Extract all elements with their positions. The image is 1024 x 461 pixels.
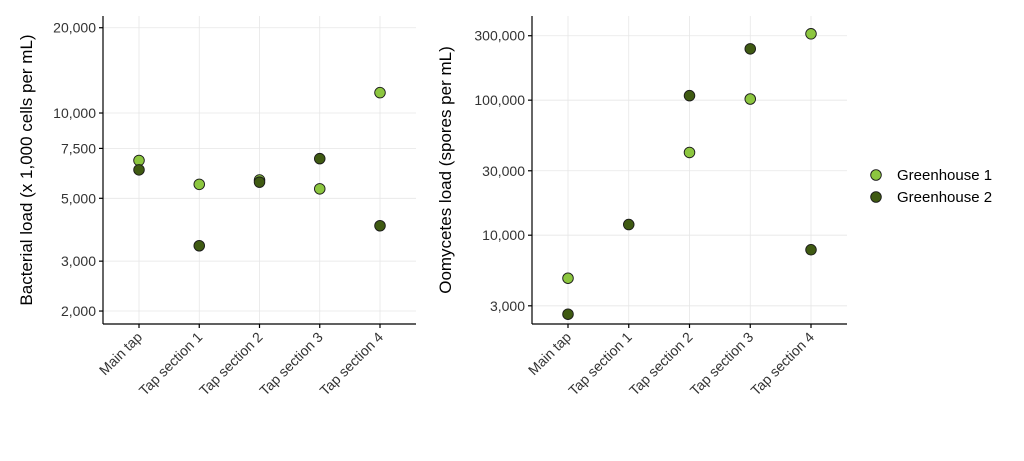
y-tick-label: 10,000: [53, 105, 96, 121]
y-tick-label: 7,500: [61, 140, 96, 156]
data-point: [314, 183, 326, 195]
data-point: [314, 152, 326, 165]
legend-marker: [870, 191, 882, 203]
y-axis-title: Bacterial load (x 1,000 cells per mL): [17, 34, 36, 305]
x-tick-label: Tap section 1: [136, 329, 206, 399]
x-tick-label: Tap section 4: [316, 329, 386, 399]
x-tick-label: Tap section 1: [565, 329, 635, 399]
data-point: [193, 178, 205, 191]
x-tick-label: Main tap: [96, 329, 145, 378]
data-point: [562, 272, 574, 284]
legend-marker: [870, 169, 882, 181]
data-point: [193, 239, 205, 252]
y-axis-title: Oomycetes load (spores per mL): [436, 46, 455, 294]
legend-label: Greenhouse 1: [897, 167, 992, 184]
y-tick-label: 3,000: [490, 298, 525, 314]
data-point: [374, 220, 386, 232]
x-tick-label: Tap section 3: [687, 329, 757, 399]
legend: Greenhouse 1 Greenhouse 2: [870, 167, 992, 206]
data-point: [562, 308, 574, 320]
x-tick-label: Tap section 4: [747, 329, 817, 399]
y-tick-label: 3,000: [61, 253, 96, 269]
y-tick-label: 5,000: [61, 190, 96, 206]
data-point: [683, 146, 696, 159]
data-point: [805, 244, 817, 256]
x-tick-label: Main tap: [525, 329, 574, 378]
data-point: [374, 86, 386, 99]
y-tick-label: 2,000: [61, 303, 96, 319]
data-point: [253, 176, 266, 188]
data-point: [744, 93, 757, 105]
y-tick-label: 30,000: [482, 163, 525, 179]
data-point: [623, 218, 635, 231]
panel-1: 2,000 3,000 5,000 7,500 10,000 20,000 Main tap…: [17, 16, 416, 398]
y-tick-label: 100,000: [474, 92, 525, 108]
data-point: [805, 28, 817, 40]
legend-label: Greenhouse 2: [897, 189, 992, 206]
data-point: [744, 43, 757, 55]
x-tick-label: Tap section 3: [256, 329, 326, 399]
y-tick-label: 300,000: [474, 28, 525, 44]
data-point: [683, 89, 696, 102]
y-tick-label: 20,000: [53, 20, 96, 36]
x-tick-label: Tap section 2: [196, 329, 266, 399]
x-tick-label: Tap section 2: [626, 329, 696, 399]
y-tick-label: 10,000: [482, 227, 525, 243]
data-point: [133, 164, 145, 176]
